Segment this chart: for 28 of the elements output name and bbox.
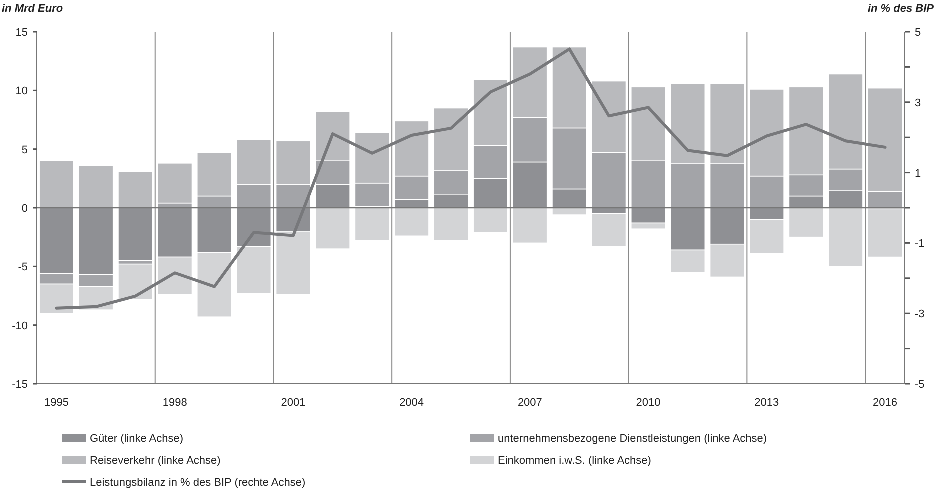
y2-tick-label: -3: [915, 308, 925, 321]
y-tick-label: 5: [22, 144, 28, 156]
y2-tick-label: -1: [915, 238, 925, 250]
y2-axis-title: in % des BIP: [868, 3, 935, 15]
y2-tick-label: -5: [915, 379, 925, 391]
x-tick-label: 2001: [281, 397, 306, 409]
y2-tick-label: 3: [915, 97, 922, 110]
x-tick-label: 2007: [518, 397, 542, 409]
y2-tick-label: 1: [915, 168, 922, 180]
x-tick-label: 1998: [162, 397, 188, 409]
x-tick-label: 2010: [636, 397, 661, 409]
legend-label: Güter (linke Achse): [90, 433, 184, 445]
legend-label: Einkommen i.w.S. (linke Achse): [498, 455, 652, 467]
y-tick-label: 0: [22, 203, 28, 215]
legend-label: Reiseverkehr (linke Achse): [90, 455, 221, 467]
x-tick-label: 2013: [754, 397, 780, 409]
y2-tick-label: 5: [915, 27, 922, 39]
y-tick-label: 10: [16, 86, 28, 98]
x-tick-label: 2016: [873, 397, 898, 409]
legend-label: Leistungsbilanz in % des BIP (rechte Achse): [90, 477, 306, 489]
y-tick-label: -5: [18, 262, 28, 274]
x-tick-label: 1995: [44, 397, 69, 409]
x-tick-label: 2004: [400, 397, 424, 409]
y-tick-label: -10: [12, 320, 28, 332]
y-tick-label: 15: [16, 27, 28, 39]
y-tick-label: -15: [12, 379, 28, 391]
y-axis-title: in Mrd Euro: [2, 3, 64, 15]
legend-label: unternehmensbezogene Dienstleistungen (linke Achse): [498, 433, 768, 445]
